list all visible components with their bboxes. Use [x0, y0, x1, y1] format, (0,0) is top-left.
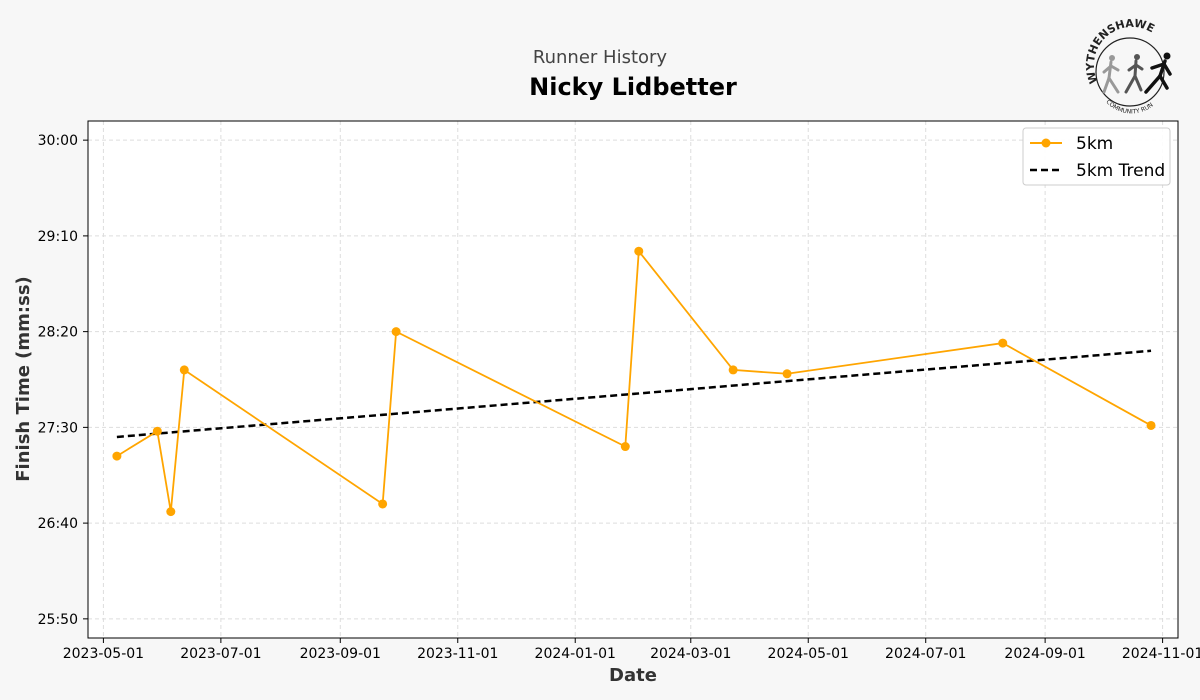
y-axis-label: Finish Time (mm:ss): [13, 276, 34, 482]
series-5km-trend-line: [116, 349, 1152, 439]
x-axis-label: Date: [609, 665, 657, 686]
y-tick-label: 28:20: [38, 325, 78, 341]
y-tick-label: 29:10: [38, 229, 78, 245]
series-5km-point: [152, 426, 162, 436]
series-5km-point: [728, 365, 738, 375]
series-5km-point: [166, 507, 176, 517]
y-axis: 25:50 26:40 27:30 28:20 29:10 30:00: [38, 133, 88, 628]
x-tick-label: 2023-09-01: [300, 646, 381, 662]
series-5km-point: [391, 327, 401, 337]
logo-top-text: WYTHENSHAWE: [1084, 17, 1157, 85]
x-tick-label: 2024-09-01: [1004, 646, 1085, 662]
x-tick-label: 2024-07-01: [885, 646, 966, 662]
y-tick-label: 25:50: [38, 612, 78, 628]
plot-area: [88, 121, 1178, 638]
series-5km-point: [1146, 420, 1156, 430]
plot-frame: [87, 120, 1179, 639]
x-tick-label: 2023-07-01: [180, 646, 261, 662]
legend-trend-label: 5km Trend: [1076, 161, 1165, 181]
series-5km-point: [112, 451, 122, 461]
legend-5km-label: 5km: [1076, 134, 1113, 154]
series-5km-point: [378, 499, 388, 509]
runners-logo-icon: WYTHENSHAWE COMMUNITY RUN: [1084, 17, 1172, 116]
y-tick-label: 27:30: [38, 420, 78, 436]
legend-5km-marker: [1041, 138, 1051, 148]
x-axis: 2023-05-01 2023-07-01 2023-09-01 2023-11-01…: [63, 638, 1200, 662]
x-tick-label: 2024-03-01: [650, 646, 731, 662]
x-tick-label: 2023-05-01: [63, 646, 144, 662]
y-tick-label: 26:40: [38, 516, 78, 532]
x-tick-label: 2024-01-01: [535, 646, 616, 662]
series-5km-point: [998, 338, 1008, 348]
series-5km-line: [116, 248, 1152, 512]
series-5km-point: [620, 442, 630, 452]
x-tick-label: 2024-05-01: [768, 646, 849, 662]
series-5km-point: [179, 365, 189, 375]
chart-title: Nicky Lidbetter: [529, 73, 737, 101]
x-tick-label: 2023-11-01: [417, 646, 498, 662]
y-tick-label: 30:00: [38, 133, 78, 149]
x-tick-label: 2024-11-01: [1122, 646, 1200, 662]
x-gridlines: [102, 121, 1164, 638]
series-5km-point: [782, 369, 792, 379]
series-5km-point: [634, 246, 644, 256]
legend: 5km 5km Trend: [1022, 127, 1171, 186]
chart-supertitle: Runner History: [533, 47, 668, 68]
series-layer: [112, 246, 1156, 517]
